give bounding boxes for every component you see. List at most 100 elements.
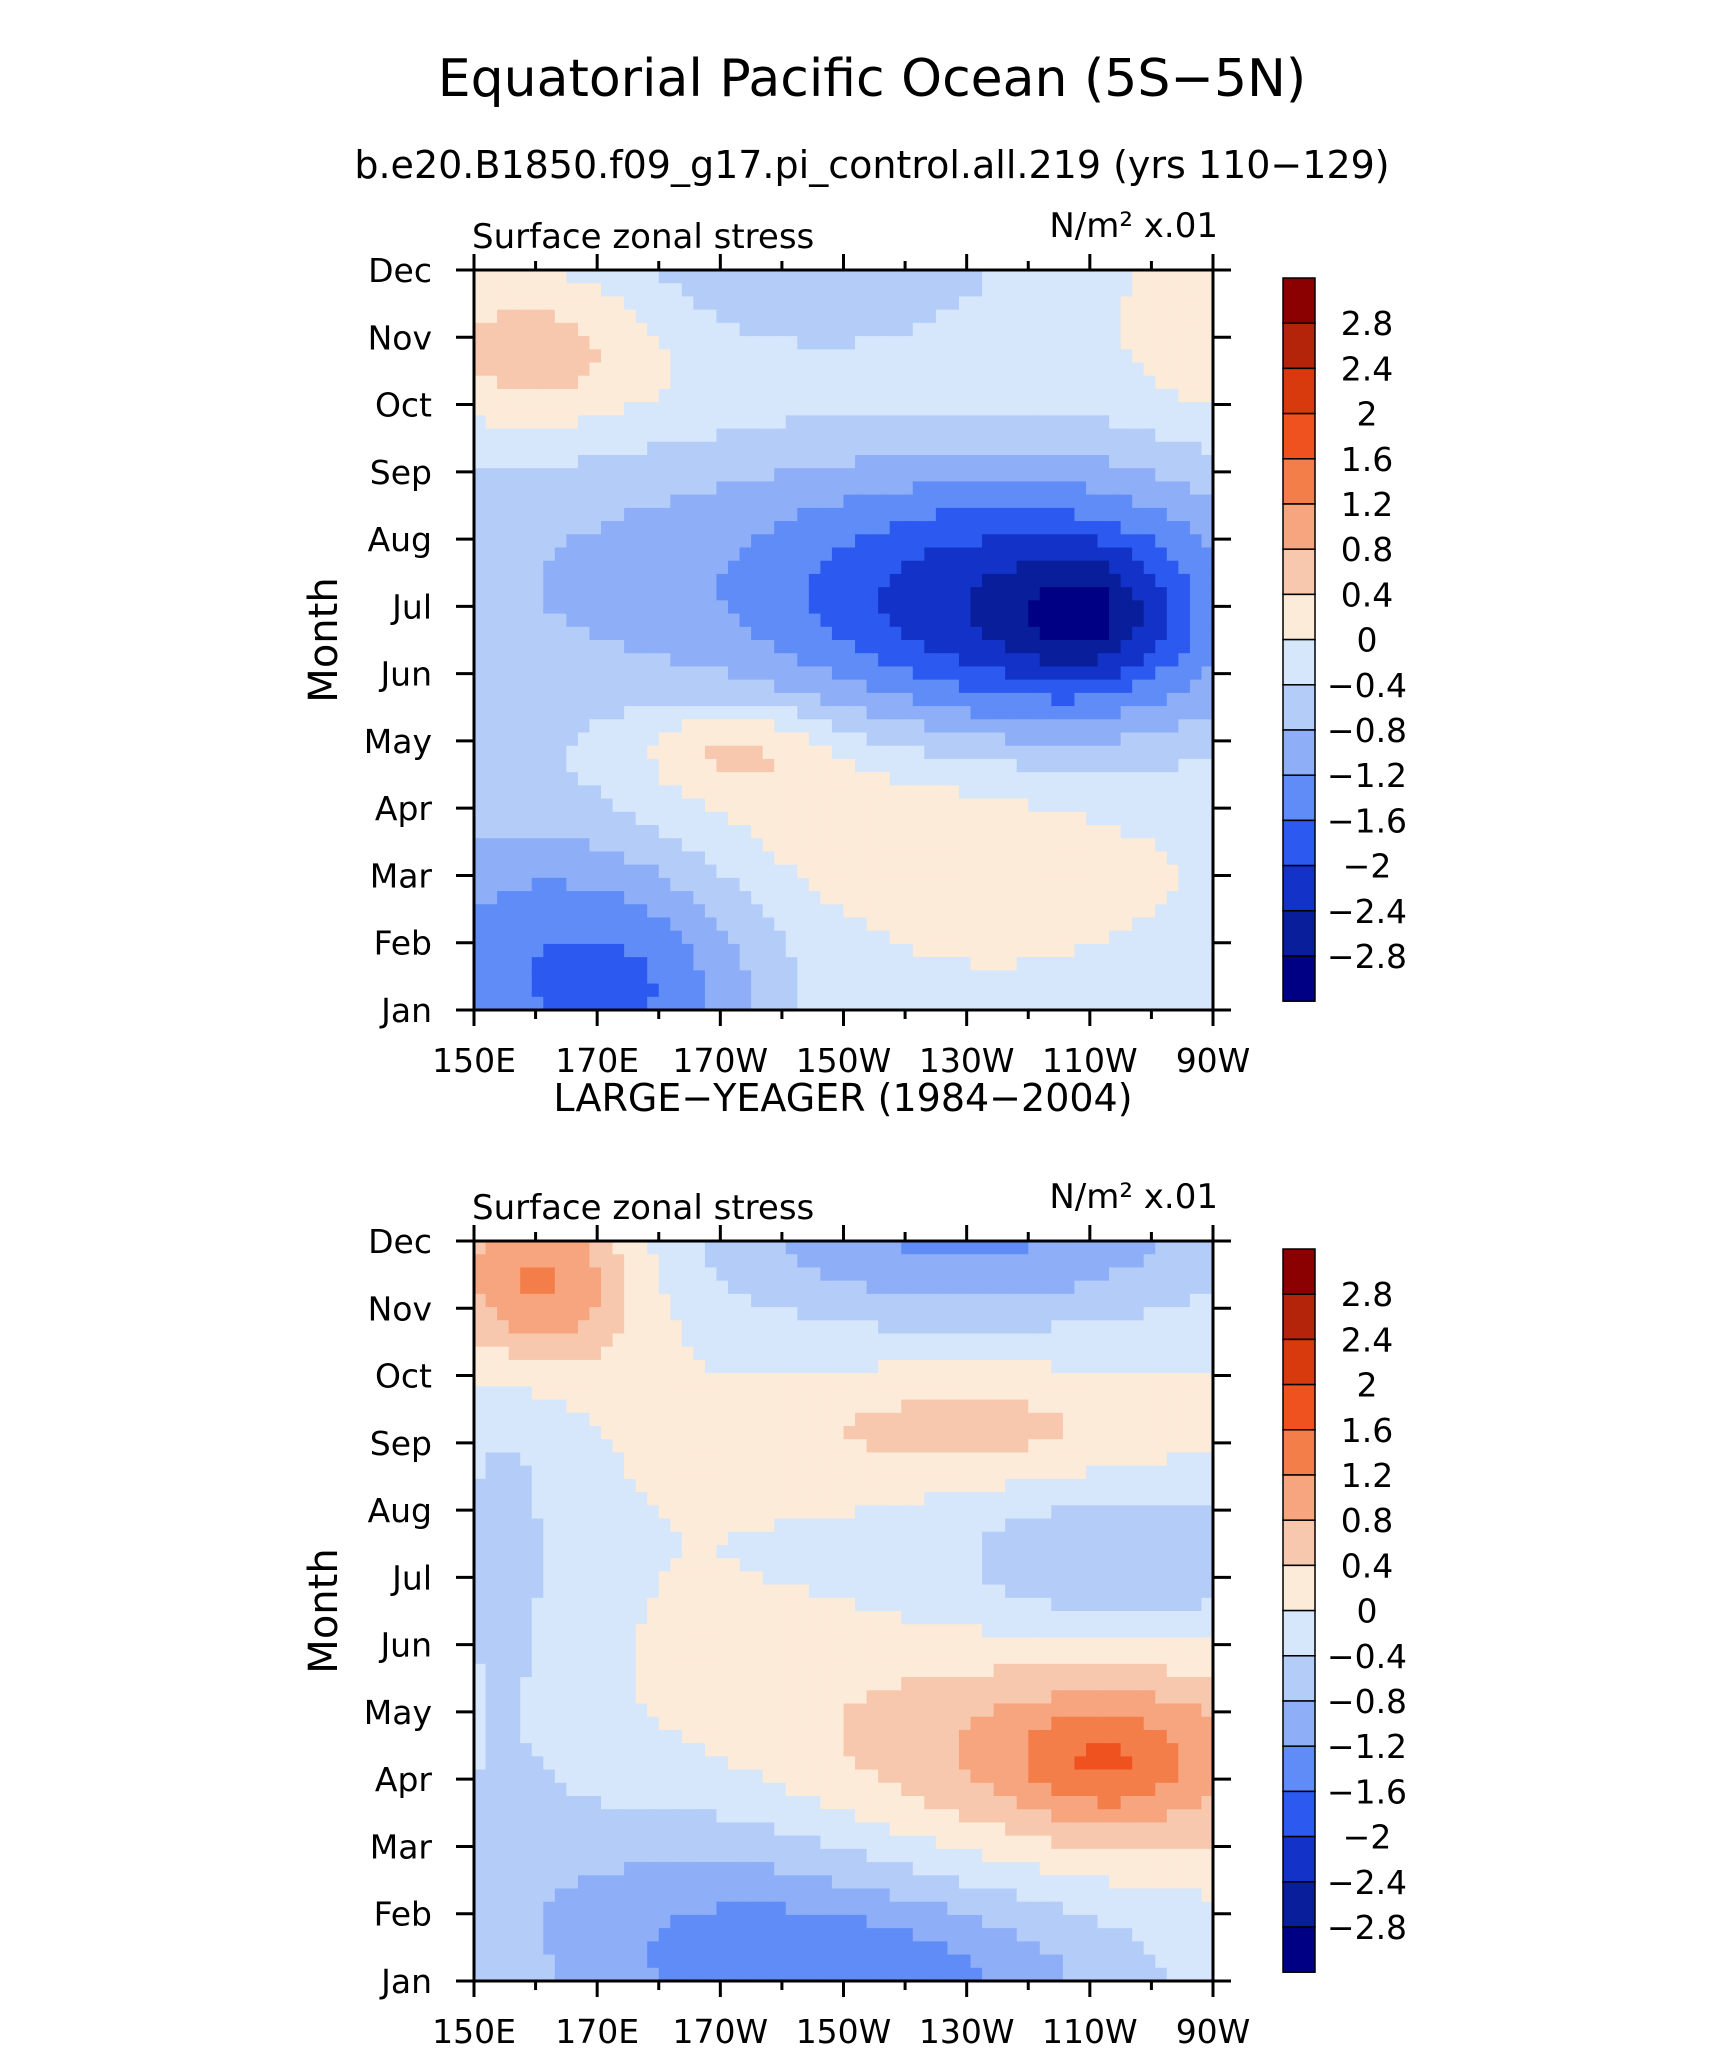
heatmap-cell — [474, 1597, 487, 1612]
heatmap-cell — [1109, 560, 1122, 575]
heatmap-cell — [831, 772, 845, 786]
heatmap-cell — [947, 613, 960, 628]
heatmap-cell — [739, 996, 752, 1011]
heatmap-cell — [958, 957, 972, 971]
heatmap-cell — [1005, 732, 1018, 747]
heatmap-cell — [785, 983, 798, 998]
heatmap-cell — [554, 970, 567, 985]
heatmap-cell — [554, 507, 567, 522]
heatmap-cell — [704, 1505, 718, 1520]
heatmap-cell — [912, 772, 925, 786]
heatmap-cell — [508, 1359, 521, 1374]
heatmap-cell — [889, 679, 902, 694]
heatmap-cell — [820, 891, 833, 905]
heatmap-cell — [577, 825, 591, 839]
heatmap-cell — [878, 904, 891, 919]
heatmap-cell — [1028, 402, 1041, 416]
heatmap-cell — [612, 1518, 625, 1533]
heatmap-cell — [1074, 296, 1087, 311]
heatmap-cell — [670, 375, 683, 390]
heatmap-cell — [647, 560, 660, 575]
heatmap-cell — [485, 626, 498, 641]
heatmap-cell — [566, 1478, 579, 1493]
heatmap-cell — [1166, 468, 1179, 483]
heatmap-cell — [1132, 388, 1145, 403]
heatmap-cell — [935, 996, 949, 1011]
heatmap-cell — [728, 1954, 741, 1969]
heatmap-cell — [1039, 772, 1052, 786]
heatmap-cell — [716, 1650, 729, 1665]
heatmap-cell — [1039, 587, 1052, 601]
heatmap-cell — [681, 745, 694, 760]
heatmap-cell — [1120, 877, 1133, 892]
heatmap-cell — [566, 851, 579, 866]
heatmap-cell — [1097, 930, 1110, 945]
heatmap-cell — [508, 732, 521, 747]
heatmap-cell — [508, 877, 521, 892]
heatmap-cell — [520, 547, 533, 562]
heatmap-cell — [1097, 825, 1110, 839]
heatmap-cell — [681, 811, 694, 826]
heatmap-cell — [554, 1928, 567, 1942]
heatmap-cell — [485, 904, 498, 919]
heatmap-cell — [1120, 970, 1133, 985]
heatmap-cell — [866, 653, 879, 668]
heatmap-cell — [589, 402, 602, 416]
heatmap-cell — [624, 362, 637, 377]
heatmap-cell — [474, 706, 487, 720]
heatmap-cell — [924, 441, 937, 456]
heatmap-cell — [485, 706, 498, 720]
heatmap-cell — [531, 1544, 544, 1559]
heatmap-cell — [508, 1386, 521, 1401]
heatmap-cell — [612, 1359, 625, 1374]
heatmap-cell — [1097, 362, 1110, 377]
heatmap-cell — [635, 560, 648, 575]
heatmap-cell — [693, 283, 706, 298]
heatmap-cell — [924, 838, 937, 853]
heatmap-cell — [635, 441, 648, 456]
heatmap-cell — [1074, 943, 1087, 958]
heatmap-cell — [728, 1743, 741, 1757]
heatmap-cell — [843, 758, 856, 773]
heatmap-cell — [624, 1624, 637, 1639]
heatmap-cell — [670, 970, 683, 985]
heatmap-cell — [866, 758, 879, 773]
heatmap-cell — [843, 309, 856, 324]
heatmap-cell — [474, 1756, 487, 1771]
heatmap-cell — [474, 930, 487, 945]
heatmap-cell — [716, 1690, 729, 1705]
heatmap-cell — [716, 560, 729, 575]
heatmap-cell — [647, 1293, 660, 1308]
heatmap-cell — [924, 732, 937, 747]
heatmap-cell — [901, 640, 914, 654]
heatmap-cell — [520, 1822, 533, 1837]
heatmap-cell — [785, 494, 798, 509]
heatmap-cell — [1143, 481, 1156, 496]
heatmap-cell — [693, 640, 706, 654]
heatmap-cell — [970, 494, 983, 509]
heatmap-cell — [982, 679, 995, 694]
heatmap-cell — [531, 758, 544, 773]
heatmap-cell — [1074, 811, 1087, 826]
heatmap-cell — [485, 1875, 498, 1890]
heatmap-cell — [670, 692, 683, 707]
heatmap-cell — [1097, 402, 1110, 416]
heatmap-cell — [704, 1769, 718, 1784]
heatmap-cell — [843, 811, 856, 826]
heatmap-cell — [982, 362, 995, 377]
heatmap-cell — [589, 270, 602, 284]
heatmap-cell — [866, 270, 879, 284]
heatmap-cell — [1120, 336, 1133, 350]
heatmap-cell — [855, 415, 868, 430]
heatmap-cell — [1109, 573, 1122, 588]
heatmap-cell — [739, 1346, 752, 1361]
heatmap-cell — [1178, 468, 1191, 483]
heatmap-cell — [924, 375, 937, 390]
heatmap-cell — [889, 336, 902, 350]
heatmap-cell — [554, 428, 567, 443]
heatmap-cell — [1189, 877, 1203, 892]
heatmap-cell — [520, 983, 533, 998]
heatmap-cell — [935, 560, 949, 575]
heatmap-cell — [739, 706, 752, 720]
heatmap-cell — [831, 904, 845, 919]
